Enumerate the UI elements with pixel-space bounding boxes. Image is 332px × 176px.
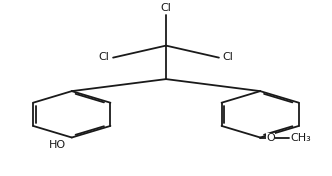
Text: Cl: Cl [161, 3, 171, 13]
Text: HO: HO [49, 140, 66, 150]
Text: O: O [266, 133, 275, 143]
Text: CH₃: CH₃ [290, 133, 311, 143]
Text: Cl: Cl [223, 52, 234, 62]
Text: Cl: Cl [98, 52, 109, 62]
